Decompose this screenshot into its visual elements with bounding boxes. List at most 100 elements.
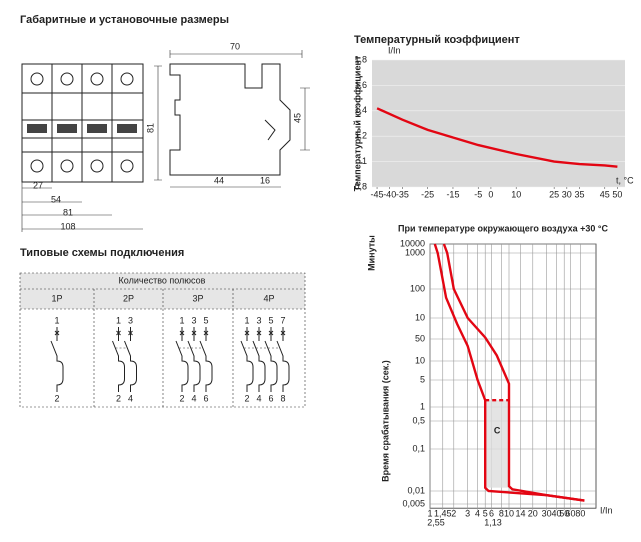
terminal-label: 2: [54, 393, 59, 403]
y-tick-label: 5: [420, 374, 425, 384]
tolerance-band: [485, 400, 509, 488]
plot-area: [429, 243, 597, 509]
x-tick-label: 60: [565, 509, 575, 519]
chart-title: При температуре окружающего воздуха +30 …: [398, 223, 608, 233]
switch-symbol: [264, 327, 278, 392]
terminal-label: 3: [191, 315, 196, 325]
section-title: Габаритные и установочные размеры: [20, 14, 229, 26]
terminal-label: 7: [280, 315, 285, 325]
switch-symbol: [124, 327, 137, 392]
unit-label: I/In: [388, 45, 401, 55]
y-tick-label: 0,005: [402, 498, 425, 508]
terminal-label: 5: [268, 315, 273, 325]
switch-symbol: [187, 327, 201, 392]
terminal-label: 2: [179, 393, 184, 403]
section-title: Типовые схемы подключения: [20, 247, 184, 259]
x-tick-label: 25: [549, 189, 559, 199]
dimension-lines: [21, 50, 310, 232]
dimension: 108: [60, 221, 75, 231]
x-note: 2,55: [427, 518, 445, 528]
dimension: 81: [63, 207, 73, 217]
terminal-label: 4: [128, 393, 133, 403]
x-tick-label: -15: [446, 189, 459, 199]
y-tick-label: 1: [420, 401, 425, 411]
terminal-label: 8: [280, 393, 285, 403]
x-tick-label: 30: [562, 189, 572, 199]
terminal-label: 1: [179, 315, 184, 325]
chart-title: Температурный коэффициент: [354, 34, 520, 46]
switch-symbol: [252, 327, 266, 392]
breaker-side: [169, 63, 291, 176]
axis-label: Температурный коэффициент: [352, 55, 362, 191]
data-line: [376, 107, 618, 168]
dimension: 54: [51, 194, 61, 204]
table-header: Количество полюсов: [119, 275, 206, 285]
terminal-label: 3: [128, 315, 133, 325]
x-tick-label: 50: [612, 189, 622, 199]
terminal-label: 6: [203, 393, 208, 403]
dimension: 16: [260, 175, 270, 185]
column-label: 3P: [192, 293, 203, 303]
x-tick-label: 80: [575, 509, 585, 519]
x-tick-label: -5: [474, 189, 482, 199]
x-tick-label: 10: [504, 509, 514, 519]
column-label: 2P: [123, 293, 134, 303]
y-tick-label: 10000: [400, 238, 425, 248]
breaker-front: [21, 63, 144, 183]
x-tick-label: 40: [552, 509, 562, 519]
dimension: 44: [214, 175, 224, 185]
x-tick-label: 1,45: [434, 509, 452, 519]
y-tick-label: 1000: [405, 247, 425, 257]
terminal-label: 4: [191, 393, 196, 403]
y-tick-label: 0,01: [407, 485, 425, 495]
x-tick-label: 8: [499, 509, 504, 519]
x-tick-label: 6: [489, 509, 494, 519]
terminal-label: 5: [203, 315, 208, 325]
x-tick-label: 5: [483, 509, 488, 519]
y-tick-label: 1,4: [354, 105, 367, 115]
terminal-label: 2: [116, 393, 121, 403]
x-tick-label: 3: [465, 509, 470, 519]
x-tick-label: 14: [516, 509, 526, 519]
terminal-label: 2: [244, 393, 249, 403]
x-tick-label: 35: [574, 189, 584, 199]
dimension: 81: [145, 123, 155, 133]
data-line: [442, 243, 585, 502]
column-label: 4P: [263, 293, 274, 303]
dimension: 27: [33, 180, 43, 190]
x-tick-label: 2: [451, 509, 456, 519]
x-tick-label: -35: [396, 189, 409, 199]
x-tick-label: 0: [488, 189, 493, 199]
region-label: C: [494, 425, 501, 435]
x-tick-label: 50: [559, 509, 569, 519]
y-tick-label: 10: [415, 312, 425, 322]
x-tick-label: 30: [542, 509, 552, 519]
y-tick-label: 50: [415, 333, 425, 343]
switch-symbol: [199, 327, 213, 392]
switch-symbol: [112, 327, 125, 392]
y-tick-label: 10: [415, 355, 425, 365]
x-tick-label: -25: [421, 189, 434, 199]
y-tick-label: 100: [410, 283, 425, 293]
y-tick-label: 0,5: [412, 415, 425, 425]
unit-label: t, °C: [616, 175, 634, 185]
axis-label: Время срабатывания (сек.): [380, 360, 390, 482]
terminal-label: 6: [268, 393, 273, 403]
y-tick-label: 1,6: [354, 80, 367, 90]
terminal-label: 1: [244, 315, 249, 325]
axis-label: Минуты: [366, 235, 376, 271]
column-label: 1P: [51, 293, 62, 303]
x-tick-label: -45: [371, 189, 384, 199]
x-tick-label: 10: [511, 189, 521, 199]
x-note: 1,13: [484, 518, 502, 528]
x-tick-label: 45: [600, 189, 610, 199]
dimension: 70: [230, 41, 240, 51]
switch-symbol: [175, 327, 189, 392]
dimension: 45: [292, 113, 302, 123]
switch-symbol: [50, 327, 64, 392]
y-tick-label: 0,8: [354, 181, 367, 191]
x-tick-label: -40: [383, 189, 396, 199]
x-tick-label: 20: [528, 509, 538, 519]
y-tick-label: 1,8: [354, 54, 367, 64]
